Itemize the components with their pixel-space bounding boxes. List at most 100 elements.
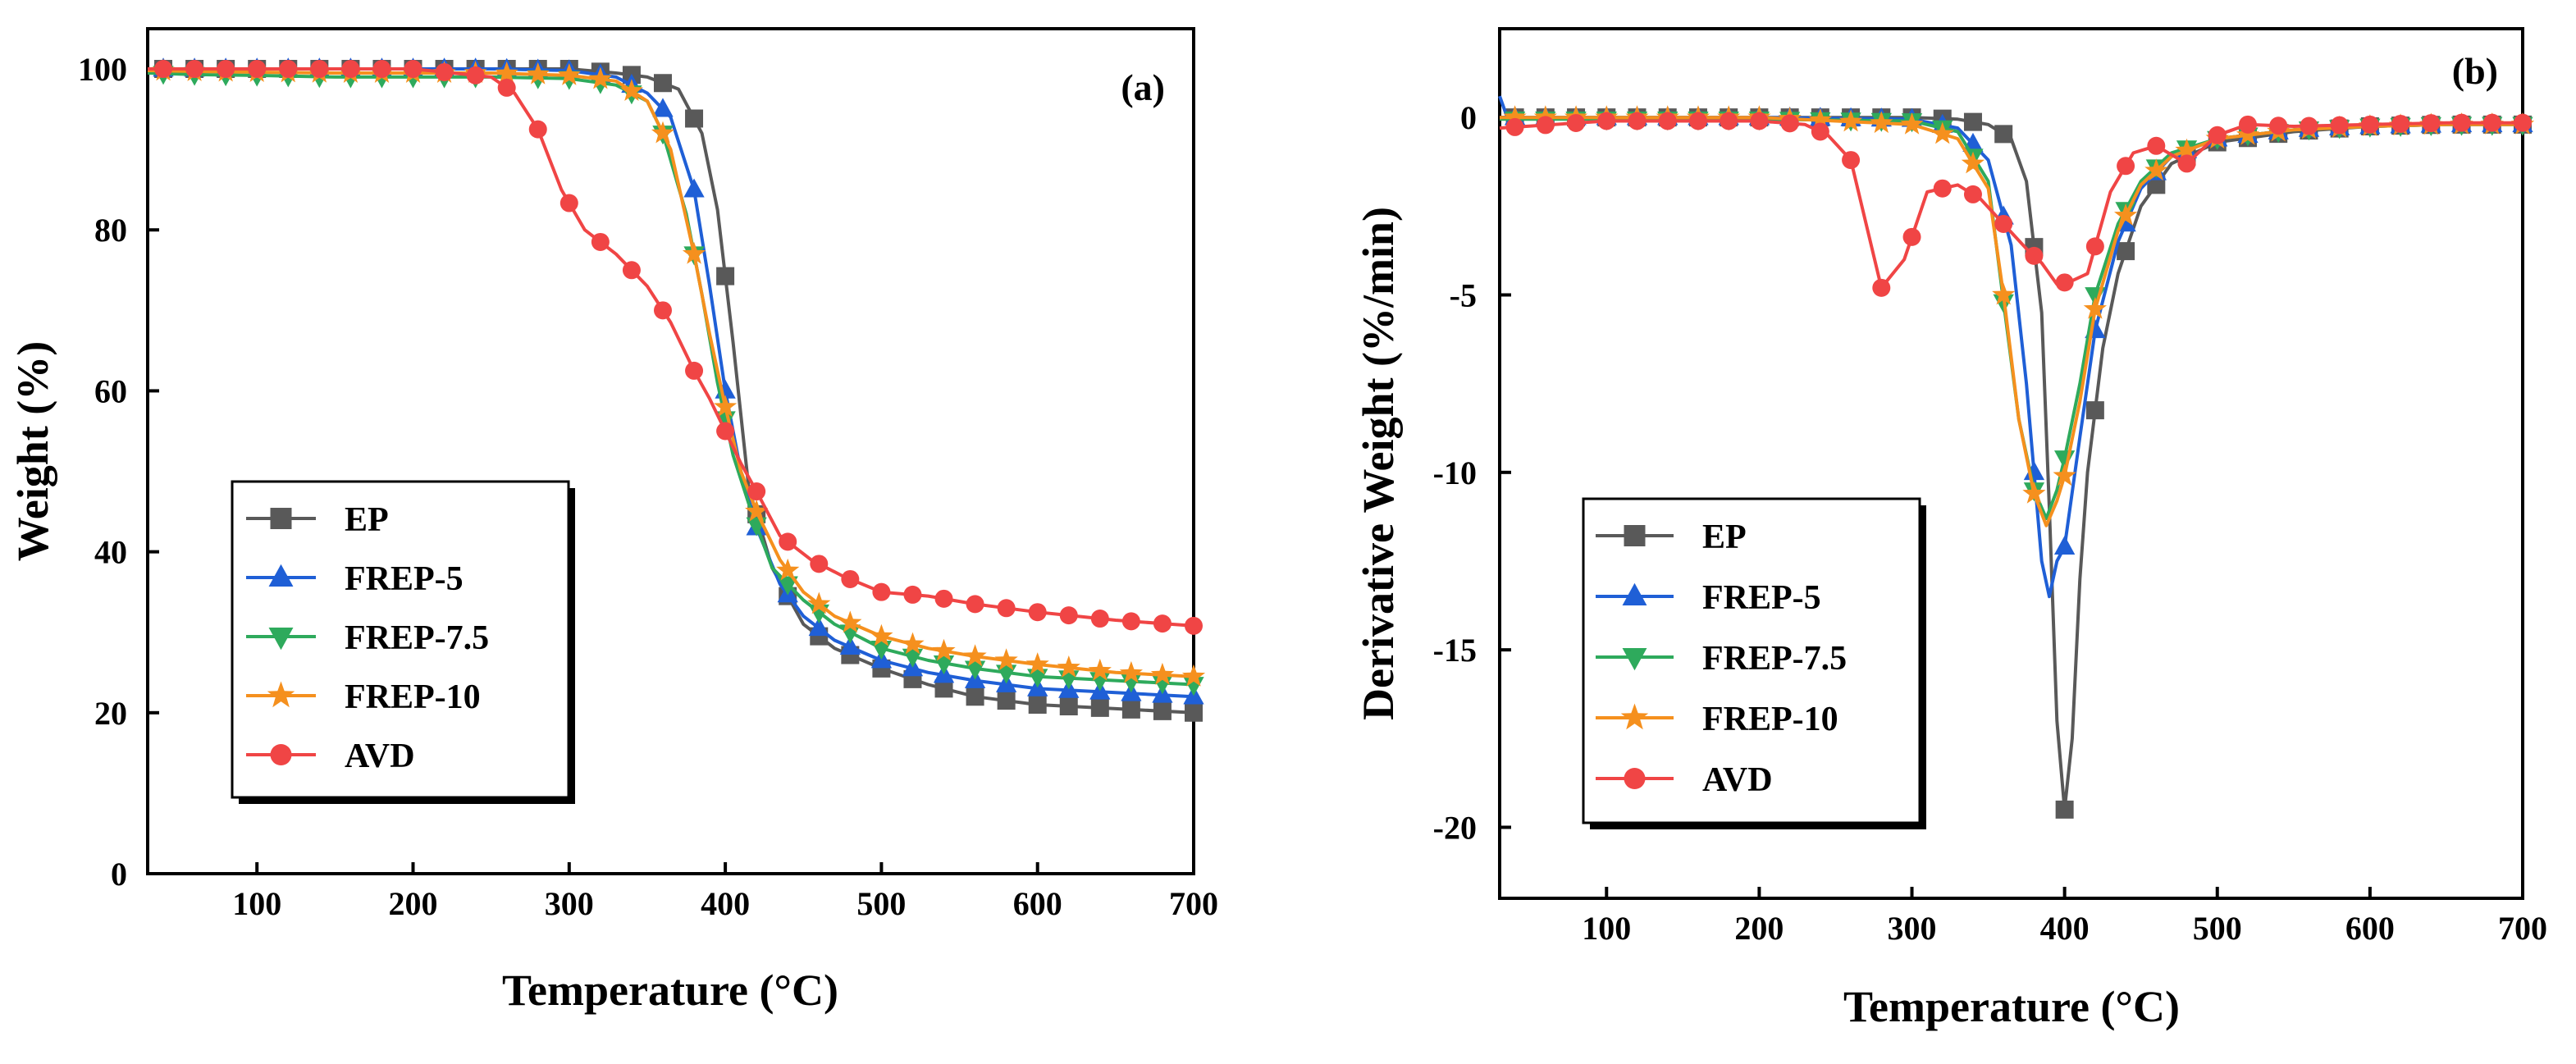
data-point [435,62,454,81]
data-point [841,569,860,588]
data-point [653,74,672,93]
data-point [497,78,516,97]
data-point [653,301,672,320]
data-point [2514,113,2532,132]
data-point [1057,655,1080,678]
data-point [1185,616,1203,635]
series-line [1500,117,2523,521]
data-point [2238,115,2257,134]
data-point [1028,696,1047,714]
data-point [747,482,766,501]
data-point [1900,112,1924,135]
x-tick-label: 100 [1582,910,1631,947]
plot-frame [146,27,1195,875]
data-point [2147,176,2166,194]
data-point [588,66,612,89]
x-tick-label: 600 [2345,910,2395,947]
panel-label: (b) [2452,50,2498,92]
legend-box [231,480,570,799]
data-point [466,66,485,84]
legend-label: FREP-5 [345,560,464,598]
x-tick-label: 600 [1013,885,1062,922]
data-point [2177,154,2196,173]
data-point [1536,116,1555,135]
y-tick-label: 100 [78,51,127,88]
chart-panel-b: 100 200 300 400 500 600 700 -20 -15 -10 -5 0 Tempera… [1354,27,2547,1031]
series-avd [148,60,1203,635]
data-point [2208,126,2227,144]
x-tick-label: 200 [1734,910,1784,947]
data-point [1688,112,1707,130]
data-point [1185,703,1203,722]
legend-label: FREP-10 [1702,701,1838,738]
data-point [1597,112,1616,130]
data-point [901,632,925,655]
y-tick-label: -15 [1433,632,1477,669]
data-point [2117,157,2135,176]
data-point [2482,113,2501,132]
data-point [2055,273,2074,292]
data-point [279,60,298,79]
data-point [2025,246,2044,265]
data-point [495,61,518,84]
data-point [1963,112,1982,131]
data-point [1059,696,1078,715]
data-point [1872,278,1891,297]
data-point [2144,158,2168,181]
data-point [934,589,953,608]
series-frep-7-5 [1500,111,2533,521]
legend: EP FREP-5 FREP-7.5 FREP-10 AVD [1582,497,1926,829]
data-point [154,60,173,79]
data-point [685,361,704,380]
data-point [682,241,706,264]
data-point [1090,610,1109,628]
data-point [779,532,797,551]
data-point [870,623,893,646]
series-line [1499,119,2523,290]
data-point [1059,606,1078,625]
data-point [1750,112,1769,130]
y-axis-label: Weight (%) [8,341,57,561]
data-point [716,267,735,285]
data-point [966,687,984,706]
legend-marker [1622,582,1647,606]
data-point [560,194,578,212]
data-point [1025,652,1049,674]
data-point [745,499,769,522]
x-tick-label: 500 [2193,910,2242,947]
legend-marker [267,681,295,708]
legend-marker [270,508,292,529]
data-point [997,599,1016,618]
data-point [1658,112,1677,130]
data-point [2175,138,2199,161]
data-point [2085,237,2104,256]
data-point [1870,111,1893,134]
y-tick-label: 0 [111,856,127,893]
data-point [839,635,861,655]
data-point [2083,296,2107,319]
data-point [2300,116,2318,135]
legend-marker [268,627,294,651]
data-point [2236,122,2260,145]
data-point [810,555,829,573]
data-point [1902,227,1921,246]
data-point [994,648,1018,671]
data-point [1628,112,1647,130]
data-point [528,120,547,139]
y-axis-label: Derivative Weight (%/min) [1354,207,1403,720]
data-point [1808,107,1832,130]
data-point [2053,464,2076,486]
x-tick-label: 200 [389,885,438,922]
data-point [1090,698,1109,717]
data-point [807,591,831,614]
data-point [1153,701,1172,720]
data-point [714,395,738,418]
data-point [2422,114,2441,133]
y-tick-label: 20 [94,695,127,732]
data-point [1503,105,1527,128]
data-point [933,655,955,675]
data-point [1930,121,1954,144]
data-point [715,411,736,431]
data-point [2114,203,2138,226]
y-tick-label: 80 [94,212,127,249]
